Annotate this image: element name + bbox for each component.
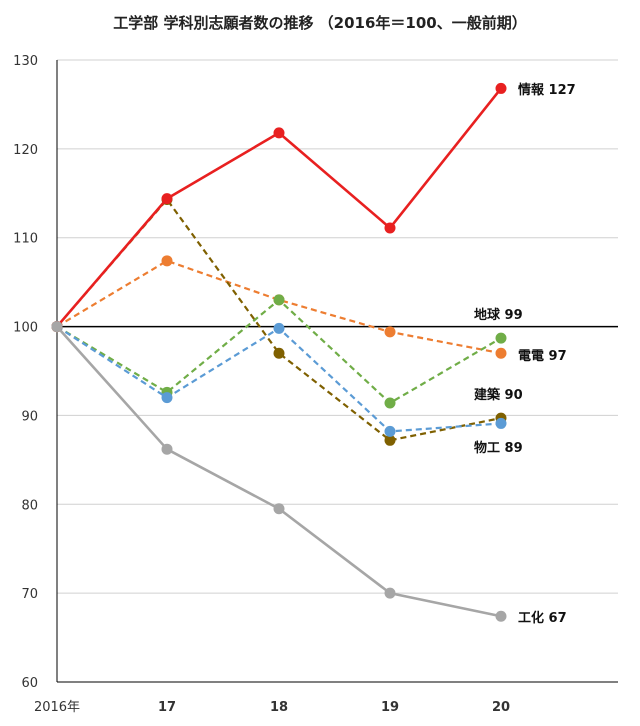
series-line-情報: [56, 87, 503, 328]
series-line-電電: [56, 259, 502, 355]
y-tick-label: 80: [21, 498, 38, 513]
x-tick-label: 20: [492, 700, 510, 715]
data-point-電電: [495, 347, 507, 359]
series-label-工化: 工化 67: [518, 610, 567, 626]
data-point-建築: [273, 347, 285, 359]
data-point-情報: [495, 82, 507, 94]
data-point-工化: [51, 321, 63, 333]
data-point-物工: [161, 392, 173, 404]
y-tick-label: 70: [21, 587, 38, 602]
series-label-電電: 電電 97: [518, 349, 567, 364]
data-point-情報: [273, 127, 285, 139]
data-point-工化: [161, 443, 173, 455]
axis-layer: 60 70 80 90 100 110 120 130 2016年 17 18 19 20: [13, 54, 618, 715]
x-tick-label: 17: [158, 700, 176, 715]
y-tick-label: 90: [21, 409, 38, 424]
series-label-物工: 物工 89: [474, 440, 523, 456]
data-point-物工: [384, 425, 396, 437]
y-tick-label: 130: [13, 54, 38, 69]
series-layer: [51, 82, 507, 622]
data-point-情報: [384, 222, 396, 234]
data-point-電電: [161, 255, 173, 267]
data-point-電電: [384, 326, 396, 338]
series-line-建築: [56, 198, 502, 442]
y-tick-label: 120: [13, 143, 38, 158]
label-layer: 情報 127 電電 97 地球 99 建築 90 物工 89 工化 67: [474, 82, 576, 626]
series-line-工化: [56, 325, 502, 618]
series-label-地球: 地球 99: [474, 307, 523, 323]
data-point-建築: [384, 434, 396, 446]
data-point-工化: [273, 503, 285, 515]
data-point-物工: [273, 322, 285, 334]
chart-title: 工学部 学科別志願者数の推移 （2016年＝100、一般前期）: [113, 14, 527, 32]
data-point-物工: [495, 417, 507, 429]
data-point-地球: [273, 294, 285, 306]
y-tick-label: 110: [13, 232, 38, 247]
series-label-情報: 情報 127: [518, 82, 576, 98]
data-point-工化: [495, 610, 507, 622]
data-point-工化: [384, 587, 396, 599]
x-tick-label: 19: [381, 700, 399, 715]
data-point-地球: [495, 332, 507, 344]
data-point-地球: [384, 397, 396, 409]
x-tick-label: 18: [270, 700, 288, 715]
series-label-建築: 建築 90: [474, 387, 523, 403]
y-tick-label: 60: [21, 676, 38, 691]
x-tick-label: 2016年: [34, 700, 80, 715]
data-point-情報: [161, 193, 173, 205]
y-tick-label: 100: [13, 321, 38, 336]
